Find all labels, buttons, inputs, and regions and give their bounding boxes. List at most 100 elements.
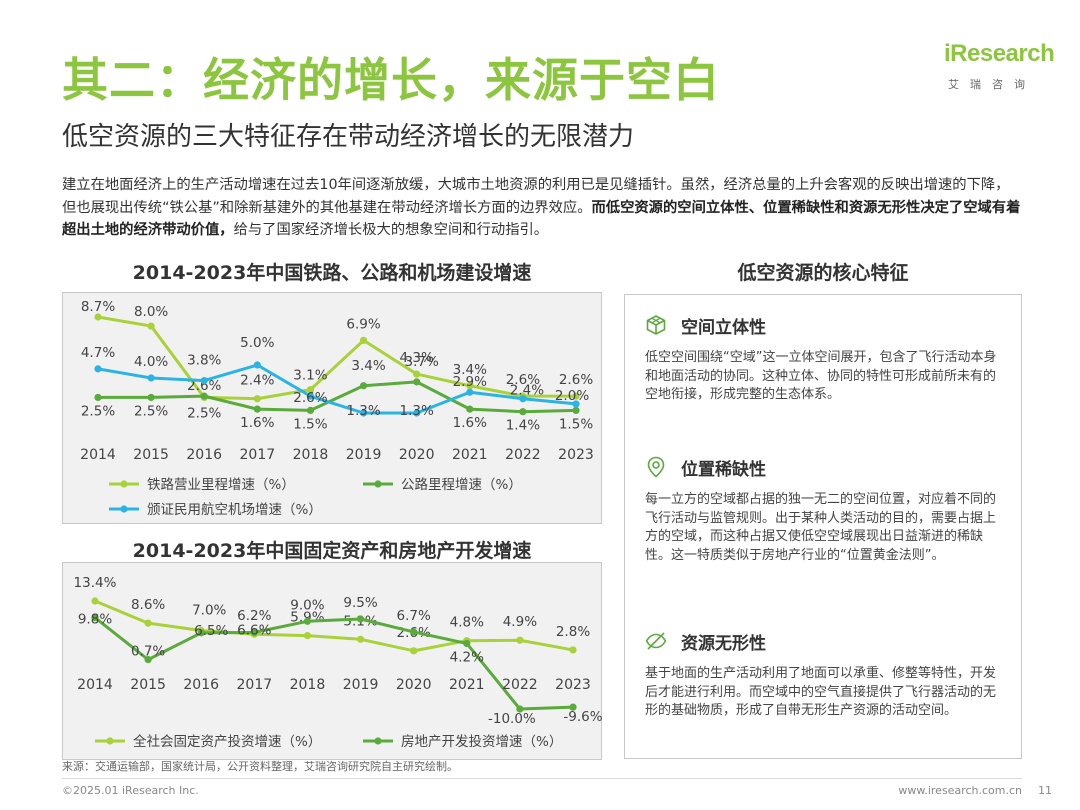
data-label: 1.3% — [400, 403, 434, 419]
data-label: 8.0% — [134, 304, 168, 320]
legend-label: 房地产开发投资增速（%） — [401, 734, 562, 750]
x-tick-label: 2015 — [130, 677, 166, 693]
chart1-title: 2014-2023年中国铁路、公路和机场建设增速 — [132, 262, 532, 284]
panel-title: 低空资源的核心特征 — [737, 262, 909, 284]
data-label: 4.2% — [450, 649, 484, 665]
x-tick-label: 2018 — [290, 677, 326, 693]
data-label: 2.6% — [293, 390, 327, 406]
data-point — [466, 382, 474, 390]
data-label: 2.5% — [187, 405, 221, 421]
data-point — [413, 370, 421, 378]
data-label: 6.6% — [237, 622, 271, 638]
data-point — [569, 703, 577, 711]
x-tick-label: 2019 — [343, 677, 379, 693]
data-label: 9.0% — [290, 597, 324, 613]
x-tick-label: 2022 — [502, 677, 538, 693]
series-line-1 — [94, 616, 574, 711]
data-label: 2.4% — [510, 383, 544, 399]
legend-marker — [374, 737, 382, 745]
data-label: 9.5% — [343, 595, 377, 611]
page-number: 11 — [1038, 784, 1052, 797]
x-tick-label: 2023 — [558, 447, 594, 463]
legend-label: 公路里程增速（%） — [401, 477, 522, 493]
data-point — [519, 395, 527, 403]
copyright: ©2025.01 iResearch Inc. — [62, 784, 199, 797]
data-label: 2.8% — [556, 624, 590, 640]
data-label: 2.6% — [506, 372, 540, 388]
legend-label: 颁证民用航空机场增速（%） — [147, 502, 322, 518]
data-point — [306, 392, 315, 400]
invisible-icon — [645, 632, 667, 650]
legend-label: 全社会固定资产投资增速（%） — [133, 733, 321, 750]
data-point — [144, 656, 152, 664]
feature-body: 每一立方的空域都占据的独一无二的空间位置，对应着不同的飞行活动与监管规则。出于某… — [645, 492, 997, 563]
feature-spatial: 空间立体性 低空空间围绕“空域”这一立体空间展开，包含了飞行活动本身和地面活动的… — [645, 313, 1005, 405]
data-label: 3.4% — [453, 362, 487, 378]
feature-body: 基于地面的生产活动利用了地面可以承重、修整等特性，开发后才能进行利用。而空域中的… — [645, 666, 997, 718]
location-pin-icon — [647, 456, 665, 478]
data-point — [466, 405, 474, 413]
x-tick-label: 2021 — [452, 447, 488, 463]
data-point — [572, 392, 580, 400]
data-label: 4.0% — [134, 354, 168, 370]
data-label: 1.5% — [559, 416, 593, 432]
feature-title: 资源无形性 — [681, 633, 766, 654]
intro-paragraph: 建立在地面经济上的生产活动增速在过去10年间逐渐放缓，大城市土地资源的利用已是见… — [62, 174, 1022, 242]
data-label: 3.7% — [405, 354, 439, 370]
series-line-1 — [98, 380, 577, 414]
x-tick-label: 2021 — [449, 677, 485, 693]
data-label: 1.3% — [346, 403, 380, 419]
footer-divider — [62, 778, 1022, 779]
data-point — [466, 388, 474, 396]
intro-tail: 给与了国家经济增长极大的想象空间和行动指引。 — [233, 222, 549, 238]
data-label: 3.8% — [187, 353, 221, 369]
x-tick-label: 2016 — [183, 677, 219, 693]
data-label: 8.7% — [81, 299, 115, 315]
x-tick-label: 2023 — [555, 677, 591, 693]
x-tick-label: 2019 — [346, 447, 382, 463]
website-link[interactable]: www.iresearch.com.cn — [898, 784, 1022, 797]
data-point — [413, 409, 421, 417]
data-label: 2.9% — [453, 374, 487, 390]
data-point — [359, 382, 368, 390]
data-point — [572, 400, 580, 408]
data-point — [91, 614, 99, 622]
data-point — [516, 705, 524, 713]
data-label: 4.9% — [503, 614, 537, 630]
data-point — [253, 361, 261, 369]
data-label: 1.5% — [293, 416, 327, 432]
data-point — [94, 393, 102, 402]
data-point — [359, 409, 368, 417]
iresearch-logo: iResearch 艾瑞咨询 — [942, 38, 1055, 96]
data-label: 6.2% — [237, 608, 271, 624]
data-label: 6.9% — [346, 316, 380, 332]
x-tick-label: 2017 — [240, 447, 276, 463]
data-label: 5.0% — [240, 335, 274, 351]
data-label: 6.7% — [397, 608, 431, 624]
chart1-svg: 8.7% 8.0% 2.5% 2.4% 3.1% 6.9% 4.3% 3.4% 2.6% 2.6%… — [80, 299, 594, 518]
data-label: 13.4% — [74, 575, 117, 591]
data-point — [91, 597, 99, 605]
features-panel: 空间立体性 低空空间围绕“空域”这一立体空间展开，包含了飞行活动本身和地面活动的… — [624, 294, 1022, 759]
data-label: 0.7% — [131, 644, 165, 660]
intro-bold: 而低空资源的空间立体性、位置稀缺性和资源无形性决定了空域有着超出土地的经济带动价… — [62, 199, 1021, 239]
feature-intangible: 资源无形性 基于地面的生产活动利用了地面可以承重、修整等特性，开发后才能进行利用… — [645, 629, 1005, 721]
data-label: 9.8% — [78, 612, 112, 628]
page-subtitle: 低空资源的三大特征存在带动经济增长的无限潜力 — [62, 122, 635, 152]
legend-marker — [120, 505, 128, 513]
logo-brand: iResearch — [944, 40, 1055, 67]
data-label: -10.0% — [488, 711, 536, 727]
x-tick-label: 2018 — [293, 447, 329, 463]
data-point — [197, 629, 205, 637]
data-point — [253, 395, 261, 403]
data-point — [463, 639, 471, 648]
legend-label: 铁路营业里程增速（%） — [147, 477, 295, 493]
logo-sub: 艾瑞咨询 — [948, 78, 1036, 91]
legend-marker — [374, 480, 382, 488]
x-tick-label: 2020 — [396, 677, 432, 693]
data-point — [356, 635, 365, 643]
data-point — [410, 628, 418, 636]
chart2-svg: 13.4%8.6%7.0%6.2%5.9%5.1%2.6%4.8%4.9%2.8… — [74, 575, 603, 750]
data-point — [147, 374, 155, 382]
data-point — [359, 336, 368, 344]
